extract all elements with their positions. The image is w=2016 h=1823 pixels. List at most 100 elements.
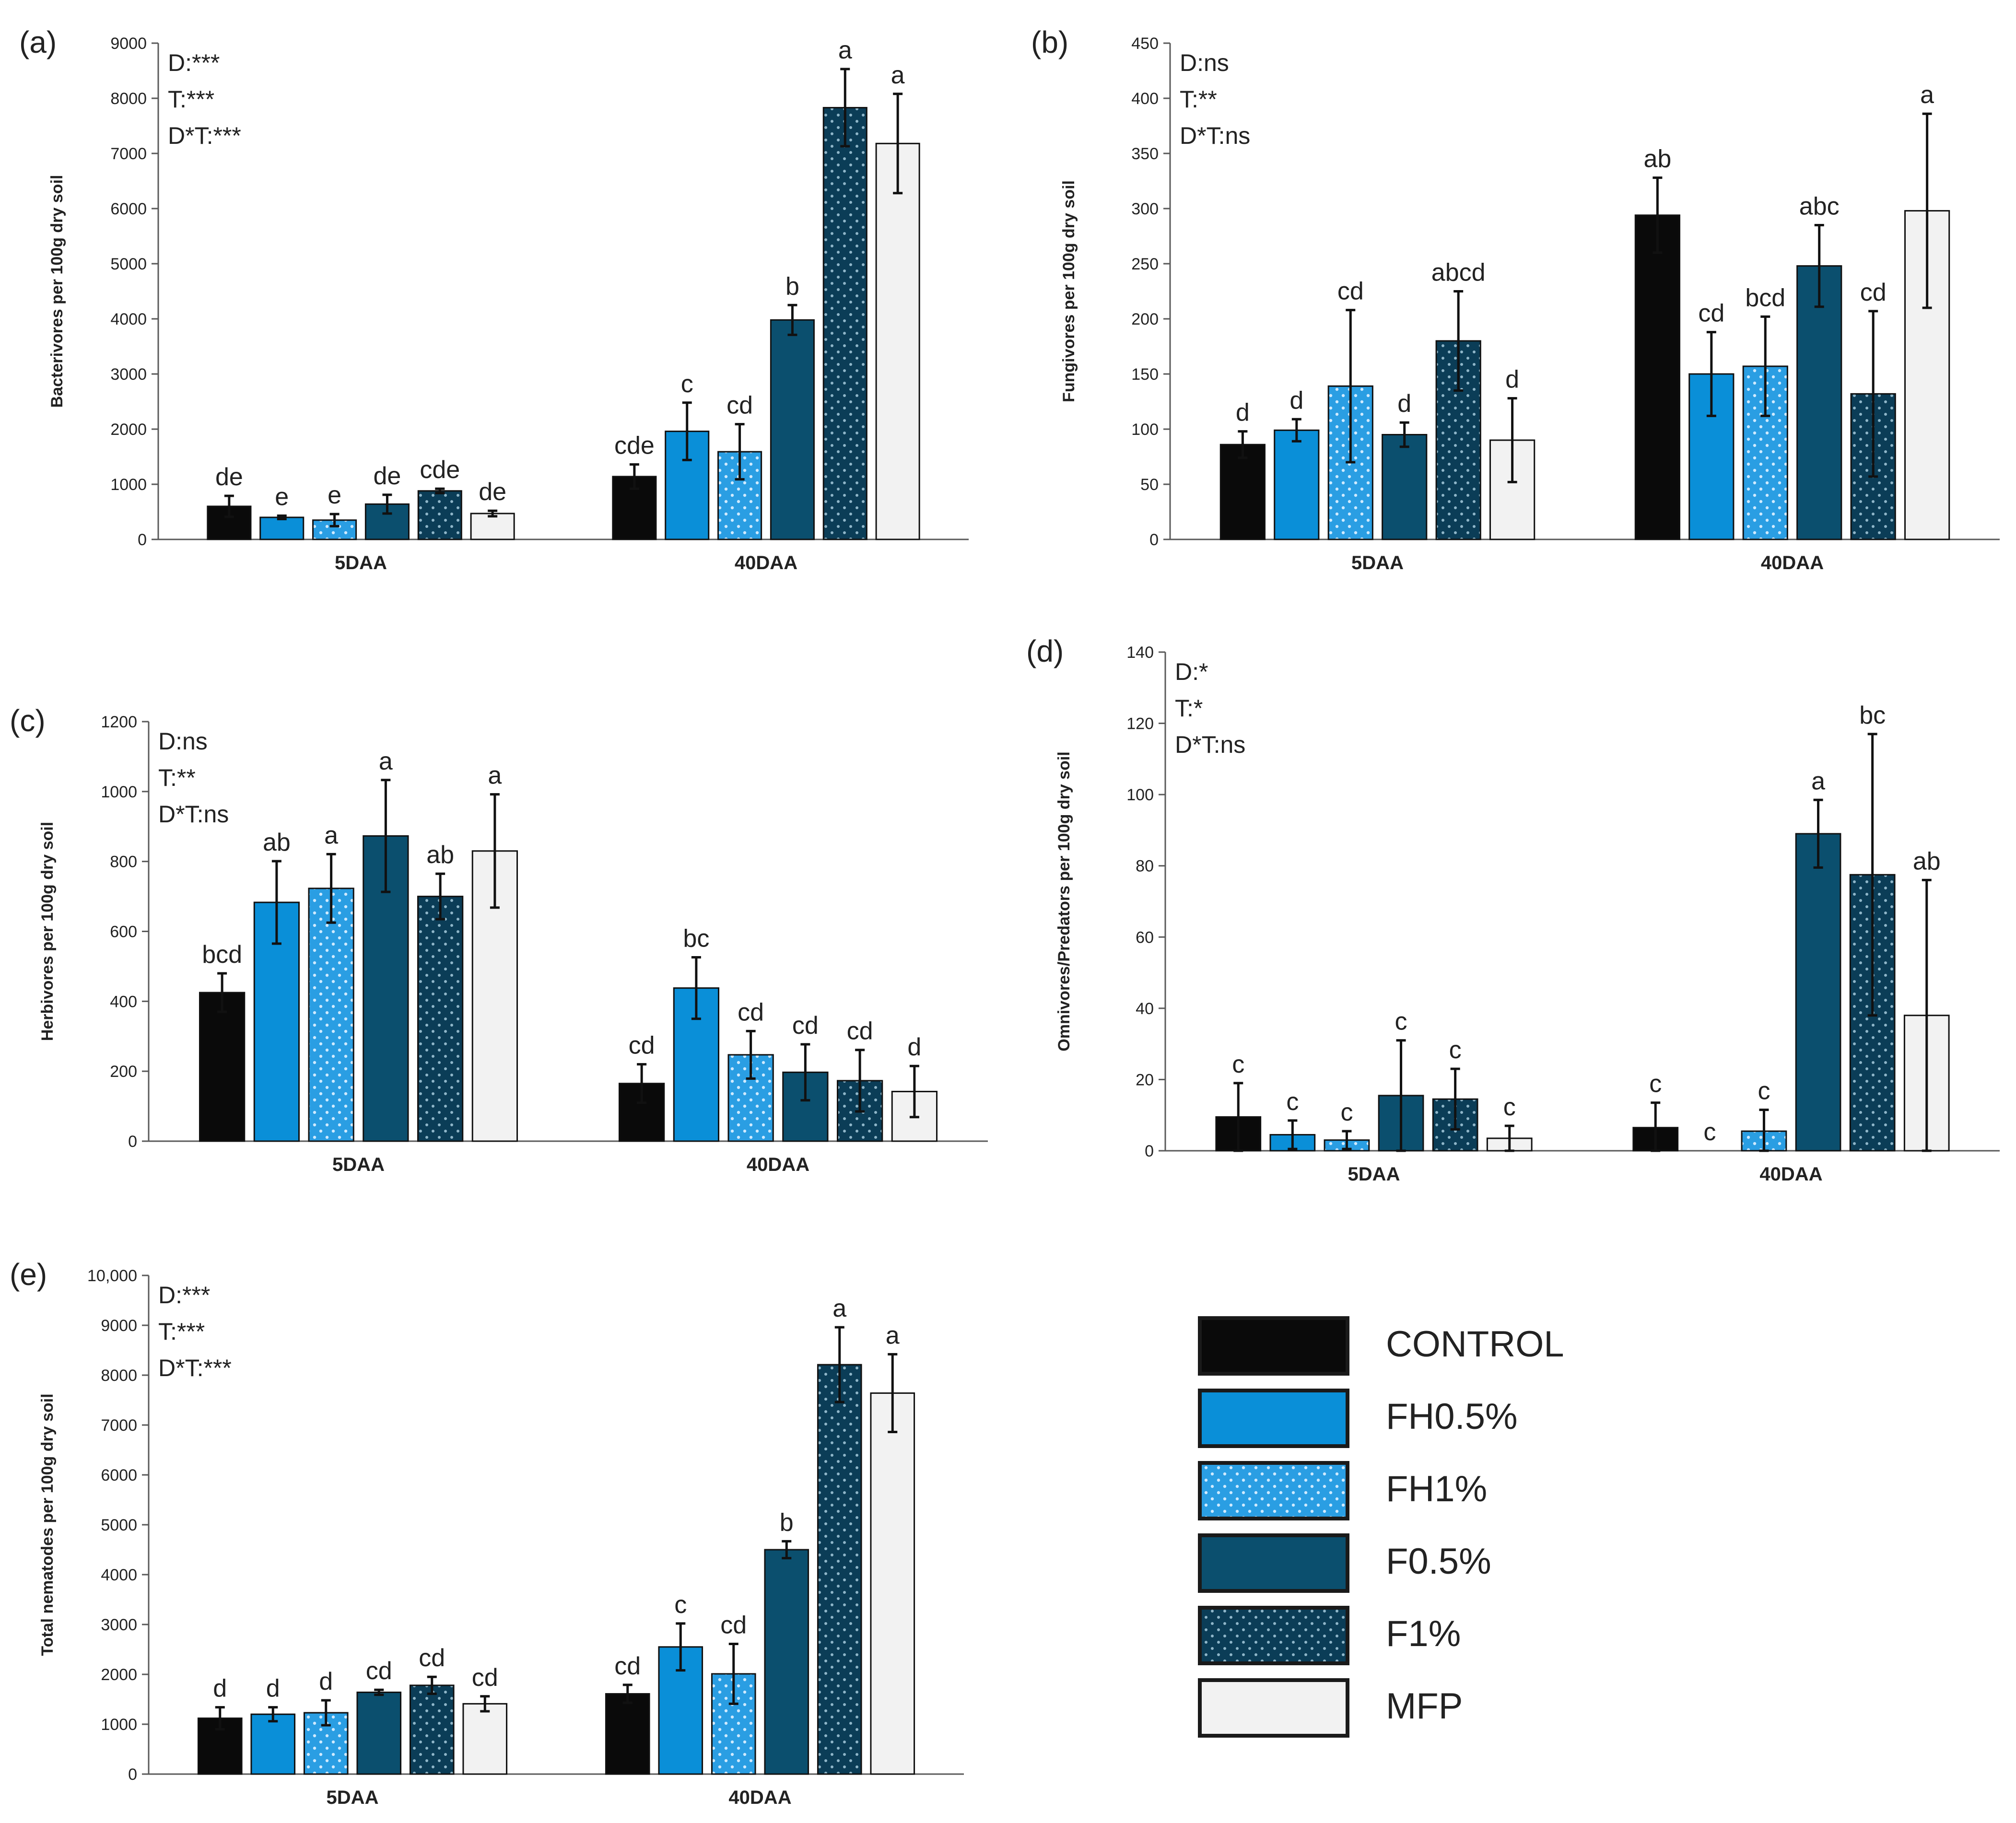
bar-f05-5daa [1382, 434, 1428, 540]
panel-e: (e) Total nematodes per 100g dry soil 0 100… [10, 1257, 964, 1808]
bar-f1-5daa [409, 1684, 455, 1775]
bar-fh05-40daa [673, 987, 720, 1142]
x-category-label: 40DAA [728, 1787, 791, 1808]
legend-swatch-fh05 [1202, 1392, 1346, 1444]
y-tick-label: 40 [1136, 1000, 1154, 1018]
significance-letter: bc [1859, 701, 1886, 729]
stat-annotation: D:*** [168, 49, 220, 76]
panel-label: (a) [19, 25, 57, 59]
y-tick-label: 7000 [110, 145, 147, 163]
significance-letter: a [838, 36, 852, 64]
significance-letter: cd [614, 1652, 641, 1680]
y-tick-label: 6000 [101, 1466, 137, 1484]
y-tick-label: 7000 [101, 1416, 137, 1435]
significance-letter: de [215, 463, 243, 491]
y-tick-label: 5000 [101, 1516, 137, 1534]
legend-label: MFP [1386, 1686, 1463, 1727]
stat-annotation: D:ns [158, 728, 208, 755]
bar-f05-40daa [1795, 833, 1841, 1152]
significance-letter: c [1758, 1077, 1770, 1105]
significance-letter: a [488, 762, 502, 790]
legend-swatch-fh1 [1202, 1465, 1346, 1517]
y-tick-label: 300 [1131, 200, 1159, 218]
panel-b: (b) Fungivores per 100g dry soil 0 50 100 150… [1031, 25, 2000, 573]
y-tick-label: 0 [1149, 531, 1159, 549]
y-axis-label: Herbivores per 100g dry soil [38, 822, 57, 1041]
significance-letter: cd [419, 1644, 445, 1672]
bar-control-40daa [1634, 214, 1680, 540]
y-tick-label: 120 [1126, 715, 1154, 733]
y-tick-label: 8000 [101, 1367, 137, 1385]
y-tick-label: 2000 [101, 1666, 137, 1684]
panel-d: (d) Omnivores/Predators per 100g dry soil… [1026, 634, 2000, 1185]
stat-annotation: D:ns [1180, 49, 1229, 76]
bar-control-40daa [605, 1693, 650, 1775]
bar-f1-5daa [417, 490, 462, 540]
y-tick-label: 1000 [101, 783, 137, 801]
significance-letter: cd [738, 998, 764, 1026]
bar-f05-40daa [770, 319, 815, 540]
significance-letter: a [886, 1321, 900, 1349]
significance-letter: b [785, 272, 799, 300]
panel-label: (d) [1026, 634, 1064, 668]
significance-letter: a [324, 821, 338, 849]
significance-letter: d [1397, 390, 1411, 418]
y-tick-label: 350 [1131, 145, 1159, 163]
significance-letter: ab [1913, 847, 1941, 875]
significance-letter: b [780, 1508, 794, 1536]
significance-letter: ab [263, 829, 291, 856]
significance-letter: cd [472, 1664, 498, 1692]
x-category-label: 40DAA [1759, 1164, 1822, 1185]
y-axis-label: Omnivores/Predators per 100g dry soil [1055, 751, 1073, 1051]
significance-letter: cd [629, 1032, 655, 1060]
significance-letter: a [379, 748, 393, 775]
significance-letter: a [1811, 767, 1825, 795]
significance-letter: cde [614, 432, 655, 460]
y-tick-label: 50 [1140, 476, 1159, 494]
significance-letter: c [1232, 1051, 1244, 1078]
bar-f05-5daa [363, 835, 409, 1142]
significance-letter: e [275, 483, 289, 511]
y-tick-label: 600 [110, 923, 137, 941]
significance-letter: ab [1643, 145, 1671, 173]
significance-letter: c [1395, 1008, 1407, 1036]
bar-mfp-5daa [470, 513, 515, 540]
significance-letter: c [681, 370, 693, 398]
bar-fh05-5daa [259, 516, 305, 540]
legend-swatch-mfp [1202, 1682, 1346, 1734]
legend-label: F1% [1386, 1613, 1461, 1654]
y-tick-label: 60 [1136, 928, 1154, 947]
y-tick-label: 0 [128, 1133, 137, 1151]
significance-letter: bcd [202, 941, 242, 969]
y-tick-label: 20 [1136, 1071, 1154, 1089]
y-tick-label: 80 [1136, 857, 1154, 876]
significance-letter: c [1286, 1088, 1299, 1116]
y-tick-label: 6000 [110, 200, 147, 218]
x-category-label: 5DAA [327, 1787, 379, 1808]
legend-label: FH1% [1386, 1469, 1487, 1509]
significance-letter: cd [727, 392, 753, 420]
bar-f1-5daa [417, 896, 464, 1142]
significance-letter: cd [1337, 278, 1364, 305]
y-tick-label: 4000 [110, 310, 147, 328]
stat-annotation: D*T:*** [158, 1355, 232, 1381]
significance-letter: cde [420, 456, 460, 484]
significance-letter: e [328, 481, 341, 509]
bar-f05-5daa [356, 1691, 402, 1775]
significance-letter: cd [792, 1012, 819, 1040]
y-tick-label: 400 [110, 993, 137, 1011]
legend-swatch-f1 [1202, 1610, 1346, 1661]
bar-fh1-40daa [727, 1054, 774, 1142]
x-category-label: 40DAA [747, 1154, 809, 1175]
significance-letter: bcd [1745, 284, 1785, 312]
bar-f05-40daa [764, 1549, 809, 1775]
y-tick-label: 3000 [110, 365, 147, 384]
y-tick-label: 5000 [110, 255, 147, 273]
y-tick-label: 0 [128, 1765, 137, 1784]
panel-a: (a) Bacterivores per 100g dry soil 0 1000 20… [19, 25, 969, 573]
significance-letter: cd [1860, 279, 1887, 306]
bar-control-5daa [1219, 444, 1266, 540]
x-category-label: 5DAA [1351, 552, 1404, 573]
stat-annotation: T:*** [168, 86, 214, 113]
